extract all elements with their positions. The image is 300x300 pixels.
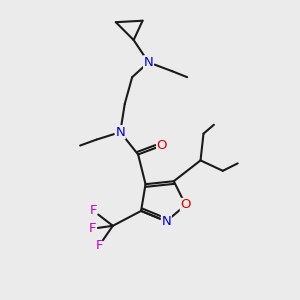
Text: F: F	[96, 238, 103, 252]
Text: N: N	[161, 215, 171, 228]
Text: N: N	[144, 56, 153, 69]
Text: O: O	[180, 199, 191, 212]
Text: F: F	[90, 204, 97, 218]
Text: O: O	[157, 139, 167, 152]
Text: F: F	[88, 222, 96, 235]
Text: N: N	[116, 126, 125, 139]
